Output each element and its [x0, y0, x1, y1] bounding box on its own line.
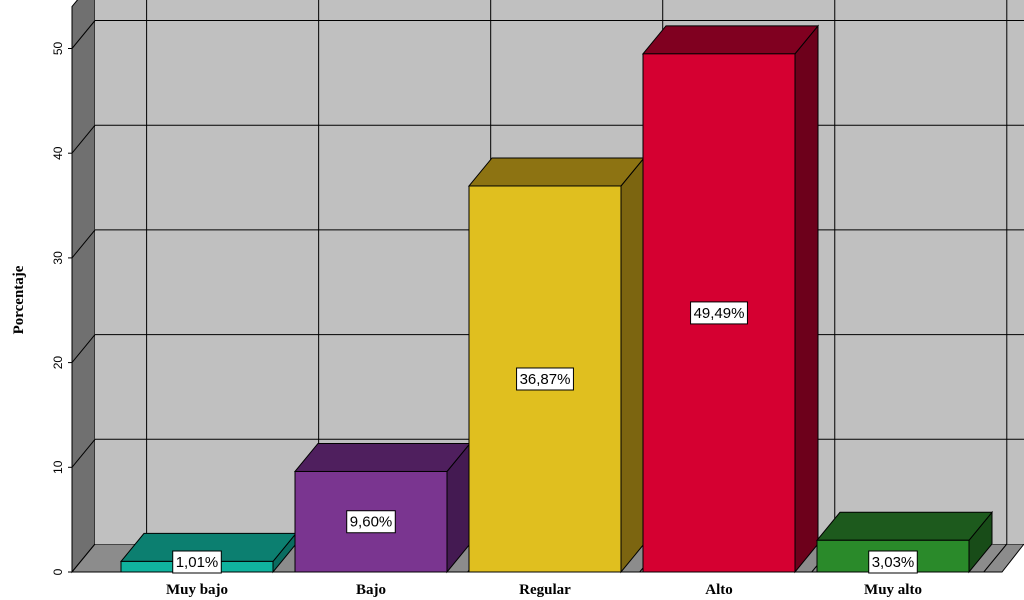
bar-top	[641, 25, 820, 55]
y-axis-ticks: 0 10 20 30 40 50	[51, 42, 72, 575]
chart-side-wall	[71, 0, 96, 574]
data-label-box	[690, 301, 748, 325]
gridline-side	[71, 229, 96, 259]
data-label-text: 36,87%	[520, 371, 571, 388]
y-tick-label: 10	[51, 460, 65, 474]
y-tick-label: 50	[51, 42, 65, 56]
y-axis-label: Porcentaje	[11, 265, 27, 334]
data-label: 3,03%	[868, 550, 918, 574]
x-tick-label: Alto	[705, 582, 733, 598]
data-label: 1,01%	[172, 550, 222, 574]
bar-top	[467, 157, 646, 187]
bar-top	[293, 442, 472, 472]
data-label-text: 3,03%	[872, 554, 915, 571]
data-label-text: 1,01%	[176, 554, 219, 571]
data-label-text: 49,49%	[694, 305, 745, 322]
y-tick-label: 0	[51, 568, 65, 575]
data-label: 36,87%	[516, 367, 574, 391]
x-tick-label: Bajo	[356, 582, 386, 598]
data-label-box	[346, 510, 396, 534]
y-tick-label: 40	[51, 146, 65, 160]
bar-side	[620, 156, 645, 574]
data-labels: 1,01% 9,60% 36,87% 49,49% 3,03%	[172, 301, 918, 574]
gridline-side	[71, 20, 96, 49]
data-label-text: 9,60%	[350, 514, 393, 531]
data-label-box	[516, 367, 574, 391]
gridline-floor	[983, 543, 1008, 573]
bar-top	[815, 511, 994, 541]
data-label-box	[868, 550, 918, 574]
x-axis-labels: Muy bajo Bajo Regular Alto Muy alto	[166, 582, 922, 598]
x-tick-label: Regular	[519, 582, 571, 598]
data-label: 49,49%	[690, 301, 748, 325]
data-label: 9,60%	[346, 510, 396, 534]
x-tick-label: Muy bajo	[166, 582, 228, 598]
gridline-side	[71, 334, 96, 363]
bar-alto	[641, 24, 820, 574]
bar-regular	[467, 156, 646, 574]
y-tick-label: 30	[51, 251, 65, 265]
x-tick-label: Muy alto	[864, 582, 922, 598]
bar-side	[794, 24, 819, 574]
gridline-side	[71, 438, 96, 468]
bar-bajo	[293, 442, 472, 574]
data-label-box	[172, 550, 222, 574]
gridline-side	[71, 124, 96, 154]
y-tick-label: 20	[51, 356, 65, 370]
